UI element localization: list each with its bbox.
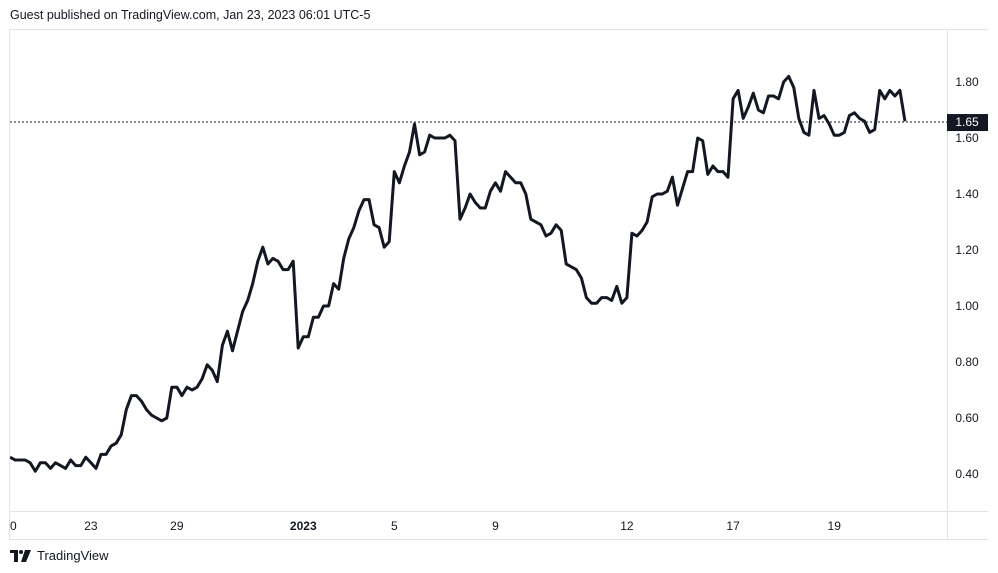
time-tick-label: 12 bbox=[620, 519, 634, 533]
last-price-label: 1.65 bbox=[947, 114, 988, 132]
price-tick-label: 1.60 bbox=[955, 131, 979, 145]
chart-frame bbox=[9, 29, 988, 540]
price-tick-label: 1.00 bbox=[955, 299, 979, 313]
price-series-line bbox=[10, 74, 907, 473]
price-tick-label: 0.80 bbox=[955, 355, 979, 369]
price-tick-label: 1.80 bbox=[955, 75, 979, 89]
time-tick-label: 29 bbox=[170, 519, 184, 533]
time-tick-label: 20 bbox=[3, 519, 17, 533]
time-axis[interactable]: 20 23 29 2023 5 9 12 17 19 bbox=[3, 519, 841, 533]
price-axis[interactable]: 1.80 1.60 1.40 1.20 1.00 0.80 0.60 0.40 bbox=[955, 75, 979, 481]
price-tick-label: 1.40 bbox=[955, 187, 979, 201]
brand-name: TradingView bbox=[37, 548, 109, 563]
tradingview-logo-icon bbox=[10, 549, 31, 562]
price-tick-label: 0.60 bbox=[955, 411, 979, 425]
tradingview-brand[interactable]: TradingView bbox=[10, 548, 109, 563]
time-tick-label: 2023 bbox=[290, 519, 317, 533]
time-tick-label: 23 bbox=[84, 519, 98, 533]
time-tick-label: 9 bbox=[492, 519, 499, 533]
time-tick-label: 19 bbox=[828, 519, 842, 533]
time-tick-label: 17 bbox=[726, 519, 740, 533]
publish-info: Guest published on TradingView.com, Jan … bbox=[10, 8, 371, 22]
price-tick-label: 0.40 bbox=[955, 467, 979, 481]
last-price-text: 1.65 bbox=[955, 115, 979, 129]
time-tick-label: 5 bbox=[391, 519, 398, 533]
price-tick-label: 1.20 bbox=[955, 243, 979, 257]
